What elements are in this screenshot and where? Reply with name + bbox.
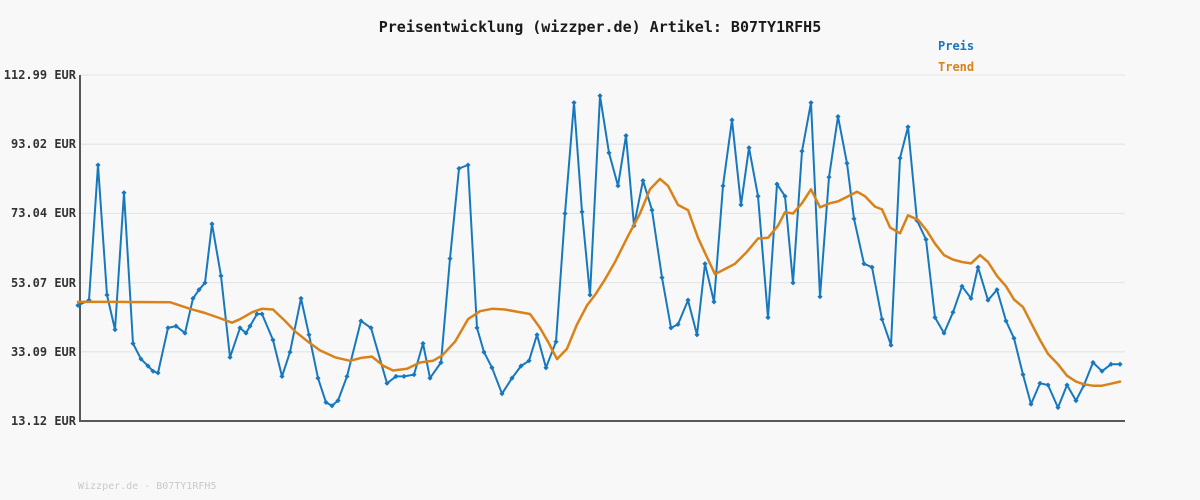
- y-axis-label: 93.02 EUR: [10, 137, 76, 152]
- y-axis-label: 73.04 EUR: [10, 206, 76, 221]
- trend-line: [76, 177, 1122, 387]
- legend-item-preis: Preis: [938, 39, 975, 53]
- y-axis-label: 13.12 EUR: [10, 414, 76, 428]
- y-axis-label: 53.07 EUR: [10, 275, 76, 290]
- chart-title: Preisentwicklung (wizzper.de) Artikel: B…: [378, 18, 822, 36]
- preis-markers: [75, 93, 1123, 411]
- legend-item-trend: Trend: [938, 60, 975, 74]
- y-axis-label: 112.99 EUR: [3, 68, 76, 82]
- watermark: Wizzper.de - B07TY1RFH5: [78, 481, 217, 492]
- axes: [79, 75, 1125, 422]
- preis-line: [77, 94, 1121, 409]
- y-axis-label: 33.09 EUR: [10, 344, 76, 359]
